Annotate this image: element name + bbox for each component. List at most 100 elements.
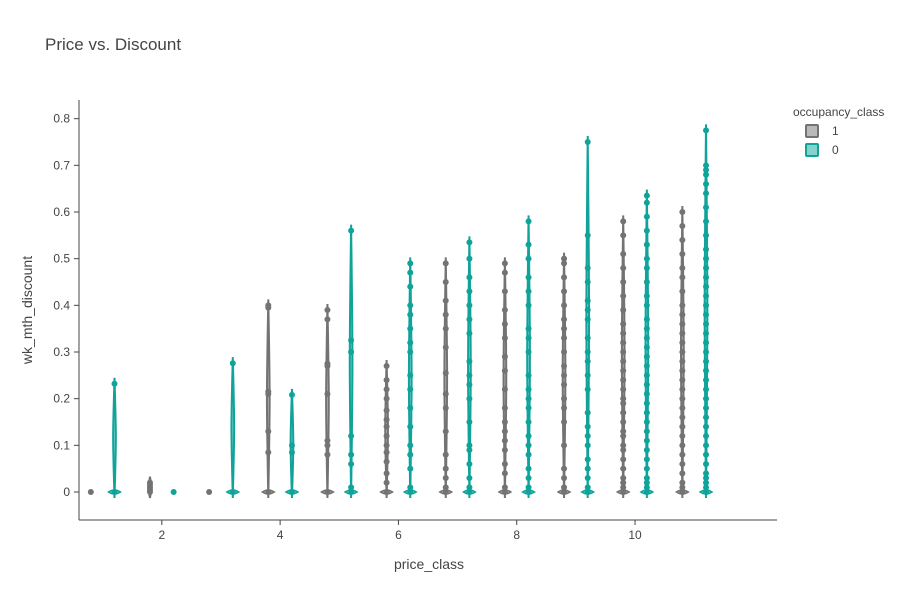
data-point[interactable] <box>111 380 118 387</box>
data-point[interactable] <box>620 409 627 416</box>
data-point[interactable] <box>561 302 568 309</box>
data-point[interactable] <box>703 330 710 337</box>
data-point[interactable] <box>561 405 568 411</box>
data-point[interactable] <box>643 489 650 495</box>
data-point[interactable] <box>620 395 627 402</box>
data-point[interactable] <box>501 288 508 295</box>
data-point[interactable] <box>620 339 627 346</box>
violin-body[interactable] <box>526 215 531 499</box>
data-point[interactable] <box>442 370 449 376</box>
data-point[interactable] <box>703 302 710 309</box>
data-point[interactable] <box>466 358 473 365</box>
data-point[interactable] <box>525 241 532 248</box>
data-point[interactable] <box>324 451 331 458</box>
data-point[interactable] <box>383 458 390 465</box>
data-point[interactable] <box>703 470 710 477</box>
data-point[interactable] <box>643 279 650 285</box>
data-point[interactable] <box>643 437 650 444</box>
data-point[interactable] <box>643 391 650 397</box>
data-point[interactable] <box>501 461 508 467</box>
data-point[interactable] <box>501 367 508 374</box>
data-point[interactable] <box>170 489 177 495</box>
data-point[interactable] <box>407 339 414 346</box>
data-point[interactable] <box>288 391 295 398</box>
data-point[interactable] <box>703 246 710 253</box>
data-point[interactable] <box>620 349 627 355</box>
data-point[interactable] <box>679 349 686 355</box>
data-point[interactable] <box>679 405 686 411</box>
data-point[interactable] <box>643 241 650 248</box>
data-point[interactable] <box>643 199 650 206</box>
data-point[interactable] <box>679 274 686 281</box>
data-point[interactable] <box>466 442 473 449</box>
data-point[interactable] <box>584 456 591 463</box>
data-point[interactable] <box>442 475 449 481</box>
data-point[interactable] <box>620 218 627 225</box>
data-point[interactable] <box>407 423 414 430</box>
data-point[interactable] <box>501 419 508 425</box>
data-point[interactable] <box>525 442 532 449</box>
data-point[interactable] <box>643 447 650 453</box>
data-point[interactable] <box>620 279 627 285</box>
data-point[interactable] <box>348 489 355 495</box>
data-point[interactable] <box>442 325 449 332</box>
data-point[interactable] <box>703 367 710 374</box>
data-point[interactable] <box>561 475 568 481</box>
data-point[interactable] <box>679 442 686 449</box>
data-point[interactable] <box>442 428 449 435</box>
data-point[interactable] <box>146 479 153 486</box>
data-point[interactable] <box>643 316 650 323</box>
data-point[interactable] <box>584 297 591 304</box>
data-point[interactable] <box>383 442 390 449</box>
data-point[interactable] <box>324 489 331 495</box>
data-point[interactable] <box>525 405 532 411</box>
data-point[interactable] <box>561 419 568 425</box>
data-point[interactable] <box>643 363 650 369</box>
data-point[interactable] <box>679 395 686 402</box>
data-point[interactable] <box>466 381 473 388</box>
data-point[interactable] <box>501 405 508 411</box>
data-point[interactable] <box>442 484 449 491</box>
data-point[interactable] <box>620 377 627 383</box>
data-point[interactable] <box>561 255 568 262</box>
data-point[interactable] <box>643 325 650 332</box>
data-point[interactable] <box>383 407 390 414</box>
data-point[interactable] <box>703 204 710 211</box>
data-point[interactable] <box>643 344 650 351</box>
data-point[interactable] <box>407 386 414 393</box>
violin-body[interactable] <box>112 377 117 499</box>
data-point[interactable] <box>703 162 710 169</box>
data-point[interactable] <box>679 479 686 486</box>
plot-area[interactable] <box>87 124 714 499</box>
data-point[interactable] <box>561 363 568 369</box>
data-point[interactable] <box>584 423 591 430</box>
violin-body[interactable] <box>325 303 330 499</box>
data-point[interactable] <box>561 349 568 355</box>
data-point[interactable] <box>442 297 449 304</box>
data-point[interactable] <box>584 232 591 239</box>
data-point[interactable] <box>584 475 591 481</box>
data-point[interactable] <box>525 433 532 439</box>
data-point[interactable] <box>348 349 355 355</box>
data-point[interactable] <box>407 484 414 491</box>
data-point[interactable] <box>466 302 473 309</box>
data-point[interactable] <box>383 377 390 383</box>
data-point[interactable] <box>620 428 627 435</box>
data-point[interactable] <box>703 484 710 491</box>
data-point[interactable] <box>466 475 473 481</box>
data-point[interactable] <box>679 423 686 430</box>
data-point[interactable] <box>501 428 508 435</box>
data-point[interactable] <box>206 489 213 495</box>
data-point[interactable] <box>229 489 236 495</box>
data-point[interactable] <box>466 489 473 495</box>
data-point[interactable] <box>620 447 627 453</box>
data-point[interactable] <box>679 302 686 309</box>
data-point[interactable] <box>229 360 236 367</box>
data-point[interactable] <box>407 489 414 495</box>
data-point[interactable] <box>383 449 390 456</box>
data-point[interactable] <box>643 302 650 309</box>
data-point[interactable] <box>525 395 532 402</box>
data-point[interactable] <box>501 307 508 313</box>
data-point[interactable] <box>584 139 591 145</box>
data-point[interactable] <box>501 437 508 444</box>
